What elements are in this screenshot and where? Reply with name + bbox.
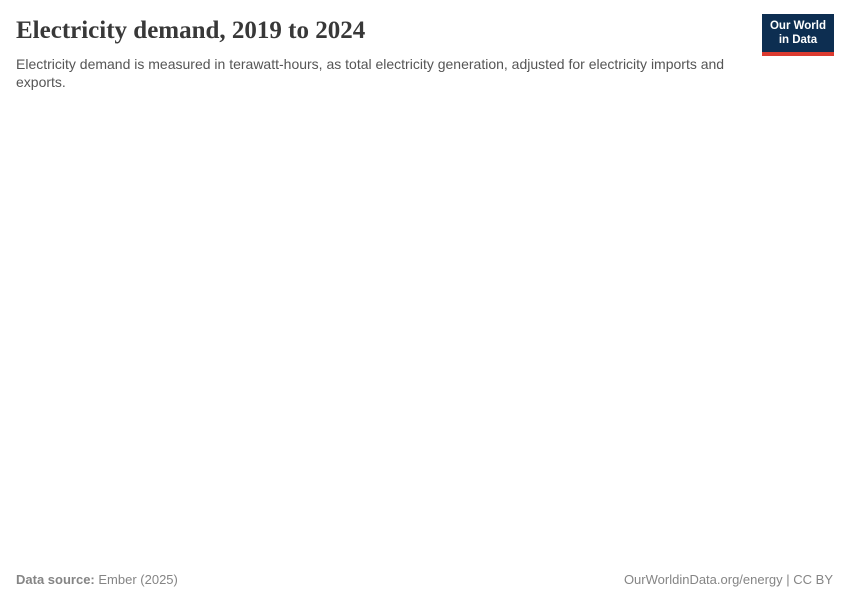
chart-plot-area <box>0 91 850 572</box>
chart-subtitle: Electricity demand is measured in terawa… <box>16 55 725 90</box>
chart-header-text: Electricity demand, 2019 to 2024 Electri… <box>16 17 761 91</box>
data-source-note: Data source: Ember (2025) <box>16 572 178 587</box>
data-source-label: Data source: <box>16 572 95 587</box>
owid-logo[interactable]: Our World in Data <box>761 14 834 57</box>
chart-header: Electricity demand, 2019 to 2024 Electri… <box>0 0 850 91</box>
owid-logo-text-line1: Our World <box>769 20 826 32</box>
data-source-value: Ember (2025) <box>98 572 178 587</box>
chart-footer: Data source: Ember (2025) OurWorldinData… <box>0 572 850 600</box>
owid-logo-text-line2: in Data <box>778 34 818 47</box>
chart-title: Electricity demand, 2019 to 2024 <box>16 17 366 44</box>
license-link[interactable]: OurWorldinData.org/energy | CC BY <box>623 572 833 587</box>
